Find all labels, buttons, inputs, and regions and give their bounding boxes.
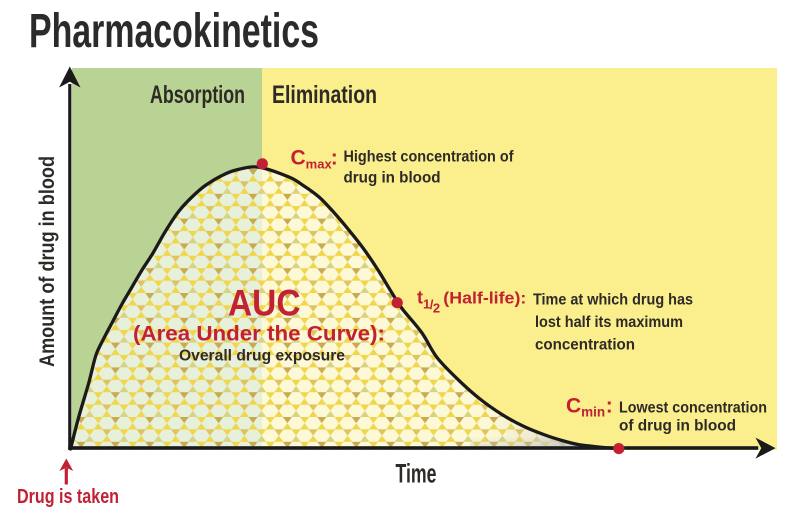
svg-text:Elimination: Elimination xyxy=(272,81,377,109)
svg-text:AUC: AUC xyxy=(228,282,301,323)
svg-text:Time at which drug has: Time at which drug has xyxy=(533,292,693,309)
svg-text:(Area Under the Curve):: (Area Under the Curve): xyxy=(133,323,385,346)
svg-text:Drug is taken: Drug is taken xyxy=(17,485,119,508)
svg-text:Time: Time xyxy=(396,459,437,489)
svg-text:Absorption: Absorption xyxy=(150,81,245,109)
svg-text:concentration: concentration xyxy=(535,337,635,354)
svg-text:drug in blood: drug in blood xyxy=(344,170,441,187)
svg-text:Overall drug exposure: Overall drug exposure xyxy=(179,348,345,365)
svg-text:Amount of drug in blood: Amount of drug in blood xyxy=(35,156,59,367)
svg-text:Pharmacokinetics: Pharmacokinetics xyxy=(29,5,319,58)
svg-text:Highest concentration of: Highest concentration of xyxy=(344,149,515,166)
svg-text:lost half its maximum: lost half its maximum xyxy=(535,314,683,331)
svg-text:Lowest concentration: Lowest concentration xyxy=(619,400,767,417)
svg-text:of drug in blood: of drug in blood xyxy=(619,418,736,435)
svg-text:(Half-life):: (Half-life): xyxy=(443,290,526,308)
svg-text:Cmax:: Cmax: xyxy=(291,147,338,172)
